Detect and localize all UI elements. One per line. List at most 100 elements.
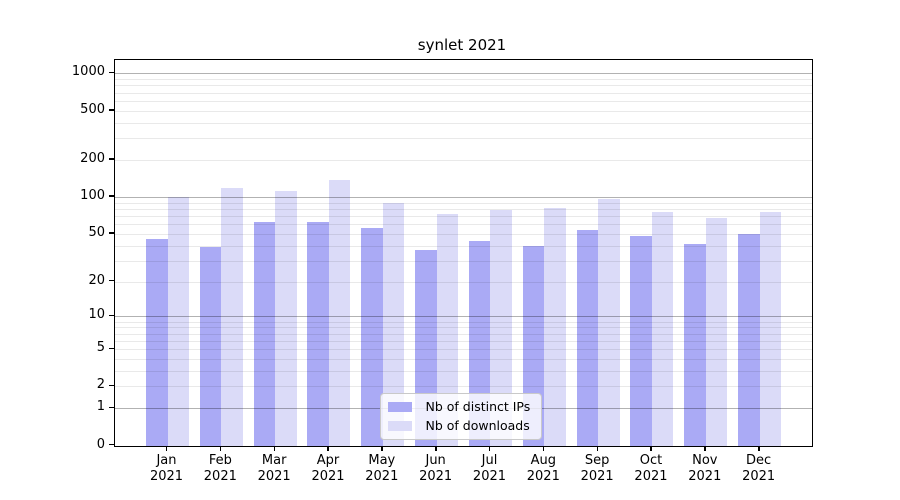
y-tick-mark-0 — [109, 444, 114, 445]
x-tick-mark-may — [381, 446, 382, 451]
x-tick-label-line: 2021 — [729, 469, 789, 485]
minor-gridline-6 — [115, 341, 812, 342]
x-tick-label-line: Apr — [298, 453, 358, 469]
bar-distinct-ips-jan — [146, 239, 168, 445]
y-tick-label-5: 5 — [0, 341, 105, 355]
x-tick-mark-aug — [543, 446, 544, 451]
x-tick-mark-dec — [758, 446, 759, 451]
x-tick-label-feb: Feb2021 — [190, 453, 250, 484]
x-tick-label-line: 2021 — [352, 469, 412, 485]
y-tick-mark-1 — [109, 407, 114, 408]
x-tick-mark-apr — [327, 446, 328, 451]
x-tick-label-aug: Aug2021 — [513, 453, 573, 484]
y-tick-label-10: 10 — [0, 308, 105, 322]
y-tick-mark-100 — [109, 195, 114, 196]
plot-area: Nb of distinct IPs Nb of downloads — [114, 59, 813, 447]
x-tick-label-line: Jan — [137, 453, 197, 469]
minor-gridline-50 — [115, 234, 812, 235]
y-tick-label-20: 20 — [0, 274, 105, 288]
x-tick-label-line: Dec — [729, 453, 789, 469]
bar-downloads-apr — [329, 180, 351, 445]
minor-gridline-3 — [115, 371, 812, 372]
bar-distinct-ips-dec — [738, 234, 760, 446]
bar-downloads-dec — [760, 212, 782, 446]
minor-gridline-900 — [115, 79, 812, 80]
x-tick-mark-sep — [597, 446, 598, 451]
chart-title: synlet 2021 — [113, 36, 811, 54]
y-tick-mark-1000 — [109, 72, 114, 73]
y-tick-label-100: 100 — [0, 189, 105, 203]
x-tick-label-oct: Oct2021 — [621, 453, 681, 484]
x-tick-label-line: Feb — [190, 453, 250, 469]
major-gridline-10 — [115, 316, 812, 317]
x-tick-label-line: Jun — [406, 453, 466, 469]
minor-gridline-2 — [115, 386, 812, 387]
x-tick-label-jan: Jan2021 — [137, 453, 197, 484]
legend: Nb of distinct IPs Nb of downloads — [380, 393, 543, 440]
minor-gridline-4 — [115, 359, 812, 360]
x-tick-label-sep: Sep2021 — [567, 453, 627, 484]
x-tick-label-line: 2021 — [567, 469, 627, 485]
minor-gridline-500 — [115, 111, 812, 112]
x-tick-label-line: 2021 — [675, 469, 735, 485]
x-tick-label-line: Jul — [459, 453, 519, 469]
x-tick-mark-mar — [274, 446, 275, 451]
y-tick-label-1000: 1000 — [0, 65, 105, 79]
y-tick-mark-200 — [109, 158, 114, 159]
legend-label: Nb of distinct IPs — [426, 400, 531, 414]
y-tick-mark-20 — [109, 280, 114, 281]
bar-distinct-ips-nov — [684, 244, 706, 445]
x-tick-label-jul: Jul2021 — [459, 453, 519, 484]
x-tick-mark-jul — [489, 446, 490, 451]
x-tick-mark-nov — [704, 446, 705, 451]
y-tick-mark-5 — [109, 348, 114, 349]
x-tick-label-line: 2021 — [459, 469, 519, 485]
x-tick-label-line: Oct — [621, 453, 681, 469]
y-tick-label-0: 0 — [0, 438, 105, 452]
minor-gridline-9 — [115, 322, 812, 323]
x-tick-label-jun: Jun2021 — [406, 453, 466, 484]
minor-gridline-60 — [115, 224, 812, 225]
x-tick-label-dec: Dec2021 — [729, 453, 789, 484]
legend-label: Nb of downloads — [426, 419, 530, 433]
legend-item-downloads: Nb of downloads — [388, 419, 531, 433]
x-tick-mark-oct — [650, 446, 651, 451]
minor-gridline-800 — [115, 85, 812, 86]
x-tick-label-line: 2021 — [244, 469, 304, 485]
x-tick-label-line: 2021 — [298, 469, 358, 485]
minor-gridline-70 — [115, 216, 812, 217]
major-gridline-100 — [115, 197, 812, 198]
y-tick-label-200: 200 — [0, 152, 105, 166]
x-tick-label-line: 2021 — [137, 469, 197, 485]
minor-gridline-90 — [115, 203, 812, 204]
x-tick-mark-jun — [435, 446, 436, 451]
minor-gridline-5 — [115, 349, 812, 350]
x-tick-label-may: May2021 — [352, 453, 412, 484]
y-tick-mark-500 — [109, 109, 114, 110]
x-tick-label-line: 2021 — [621, 469, 681, 485]
y-tick-mark-10 — [109, 315, 114, 316]
minor-gridline-20 — [115, 282, 812, 283]
downloads-swatch — [388, 421, 412, 431]
x-tick-label-mar: Mar2021 — [244, 453, 304, 484]
minor-gridline-80 — [115, 209, 812, 210]
x-tick-label-line: Sep — [567, 453, 627, 469]
minor-gridline-200 — [115, 160, 812, 161]
minor-gridline-400 — [115, 123, 812, 124]
bar-distinct-ips-feb — [200, 247, 222, 446]
y-tick-label-2: 2 — [0, 378, 105, 392]
bar-distinct-ips-sep — [577, 230, 599, 446]
bar-downloads-nov — [706, 218, 728, 445]
x-tick-mark-jan — [166, 446, 167, 451]
minor-gridline-40 — [115, 246, 812, 247]
y-tick-mark-50 — [109, 232, 114, 233]
minor-gridline-8 — [115, 327, 812, 328]
x-tick-label-nov: Nov2021 — [675, 453, 735, 484]
distinct-ips-swatch — [388, 402, 412, 412]
x-tick-label-line: May — [352, 453, 412, 469]
x-tick-label-line: 2021 — [190, 469, 250, 485]
y-tick-label-500: 500 — [0, 103, 105, 117]
x-tick-label-line: 2021 — [513, 469, 573, 485]
x-tick-label-line: 2021 — [406, 469, 466, 485]
minor-gridline-300 — [115, 138, 812, 139]
